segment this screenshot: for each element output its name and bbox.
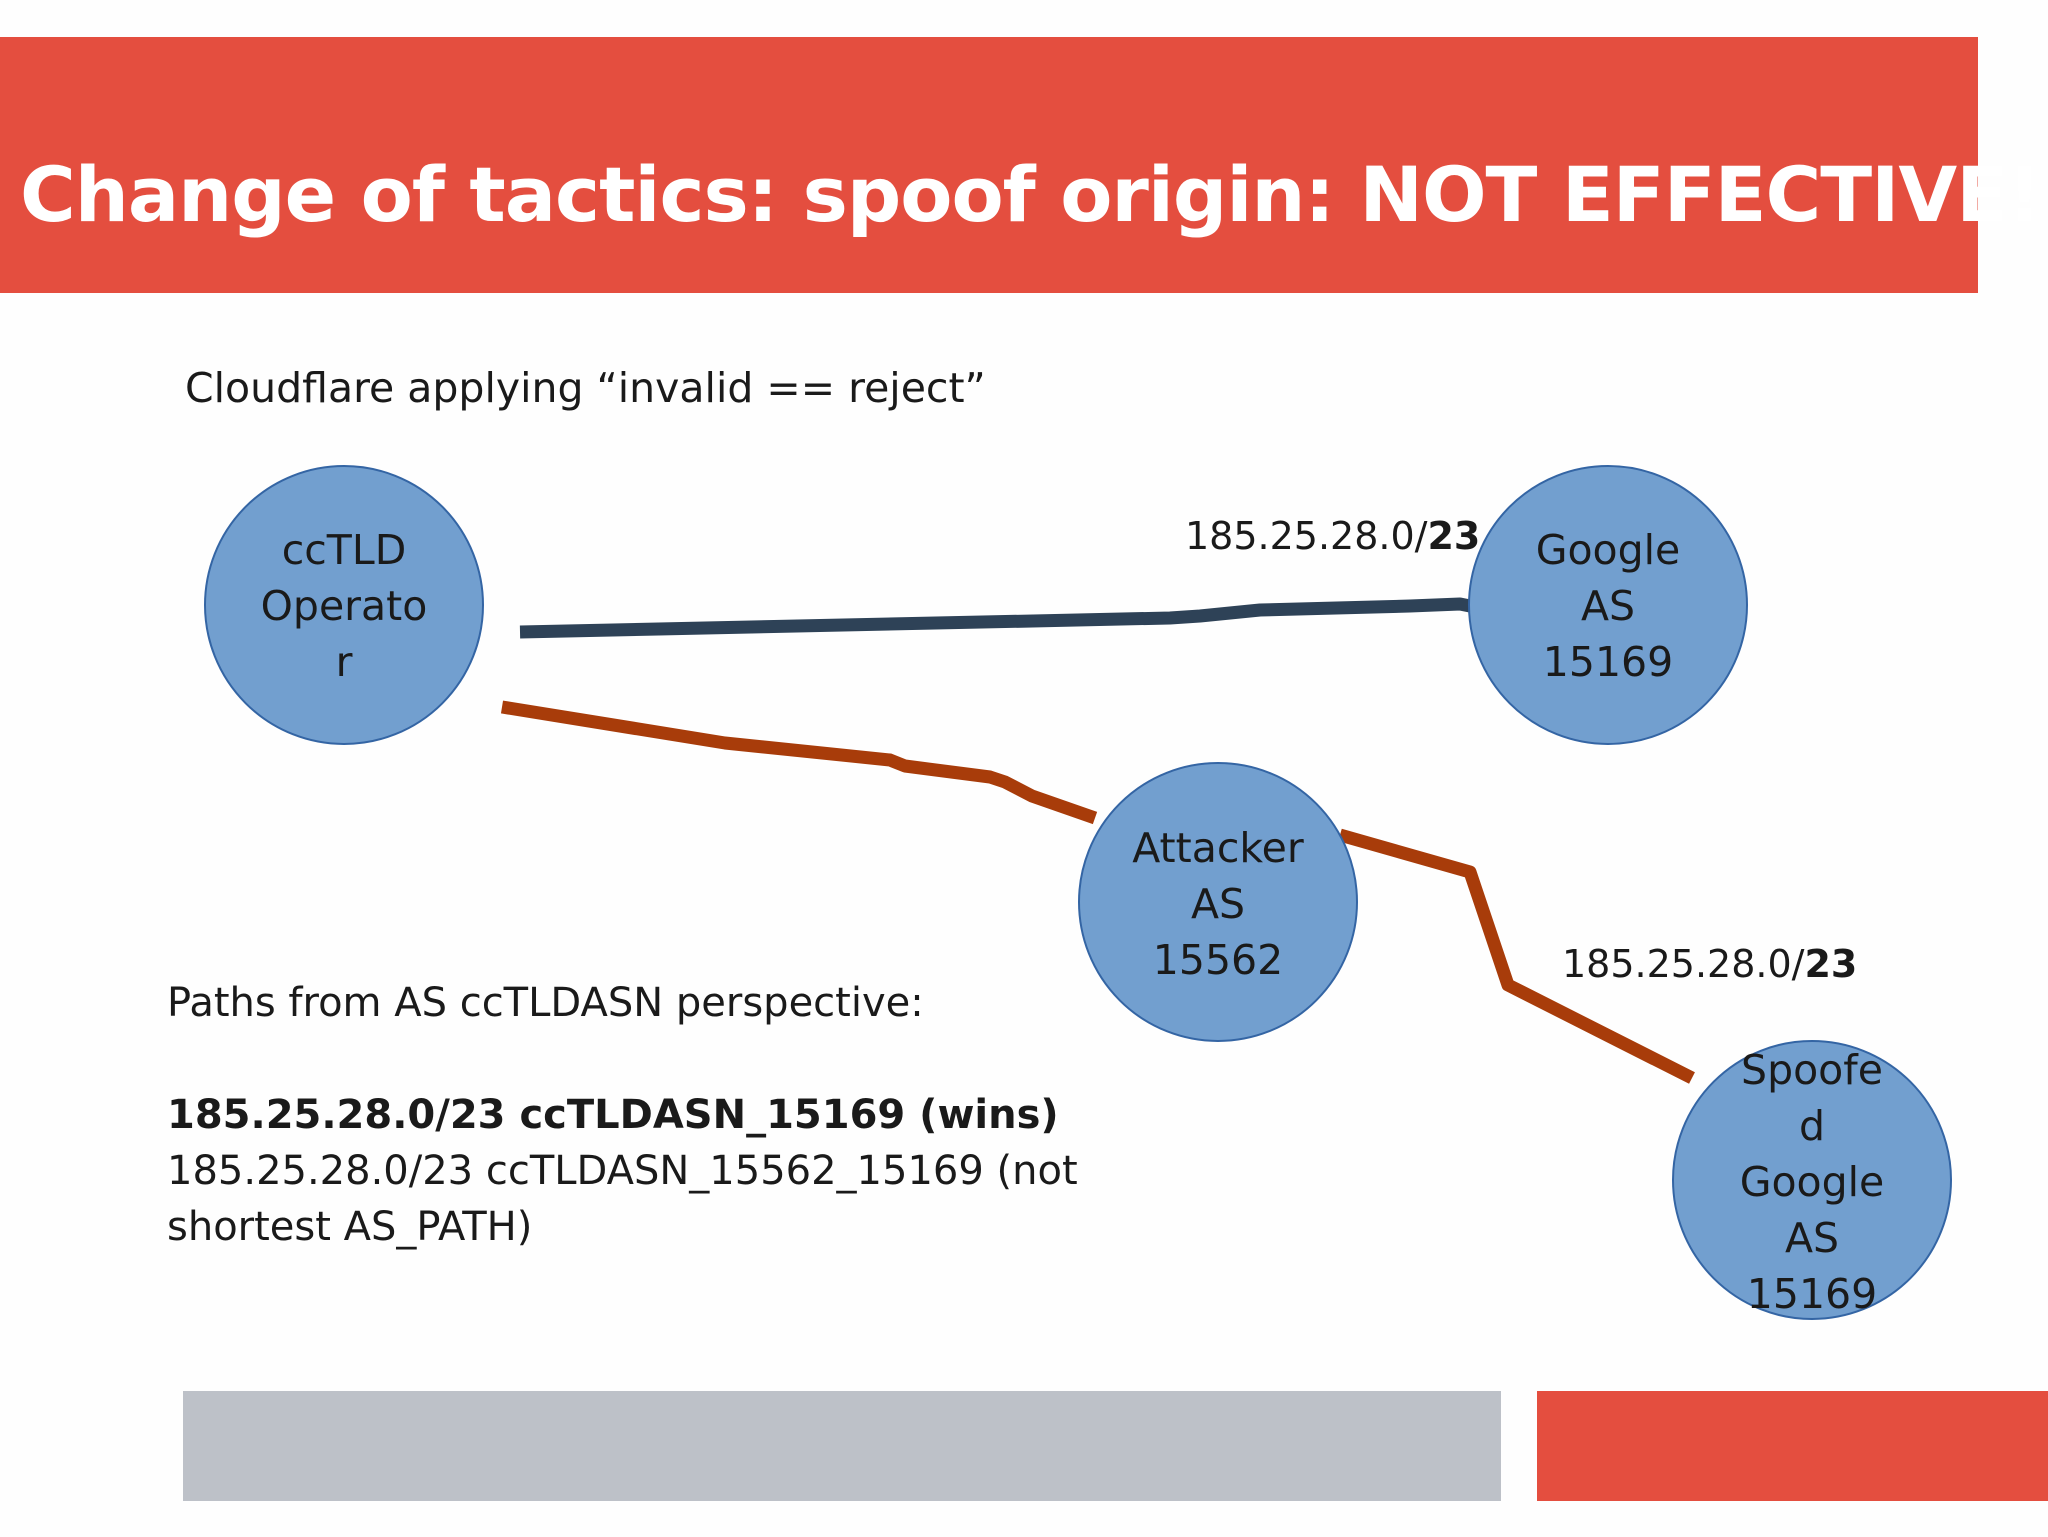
slide-title: Change of tactics: spoof origin: NOT EFF… bbox=[20, 150, 2042, 239]
spoofed-prefix-len: 23 bbox=[1804, 942, 1858, 986]
legit-path-line bbox=[519, 597, 1537, 639]
google-prefix-len: 23 bbox=[1427, 514, 1481, 558]
footer-red-bar bbox=[1537, 1391, 2048, 1501]
footer-gray-bar bbox=[183, 1391, 1501, 1501]
node-spoofed-google-as bbox=[1672, 1040, 1952, 1320]
title-banner bbox=[0, 37, 1978, 293]
node-attacker-label: Attacker AS 15562 bbox=[1132, 824, 1304, 984]
node-google-label: Google AS 15169 bbox=[1535, 526, 1681, 686]
google-prefix-base: 185.25.28.0/ bbox=[1185, 514, 1428, 558]
node-attacker-as bbox=[1078, 762, 1358, 1042]
node-cctld-operator bbox=[204, 465, 484, 745]
subtitle: Cloudflare applying “invalid == reject” bbox=[185, 364, 986, 412]
path-loser: 185.25.28.0/23 ccTLDASN_15562_15169 (not… bbox=[167, 1148, 1078, 1250]
path-winner: 185.25.28.0/23 ccTLDASN_15169 (wins) bbox=[167, 1092, 1059, 1138]
google-prefix-label: 185.25.28.0/23 bbox=[1185, 514, 1480, 558]
node-cctld-label: ccTLD Operato r bbox=[260, 526, 428, 686]
node-google-as bbox=[1468, 465, 1748, 745]
attack-path-line-1 bbox=[500, 700, 1098, 825]
paths-block: Paths from AS ccTLDASN perspective: 185.… bbox=[167, 975, 1227, 1255]
spoofed-prefix-label: 185.25.28.0/23 bbox=[1562, 942, 1857, 986]
spoofed-prefix-base: 185.25.28.0/ bbox=[1562, 942, 1805, 986]
paths-heading: Paths from AS ccTLDASN perspective: bbox=[167, 980, 924, 1026]
node-spoofed-label: Spoofe d Google AS 15169 bbox=[1739, 1046, 1885, 1318]
attack-path-line-2 bbox=[1338, 828, 1695, 1084]
